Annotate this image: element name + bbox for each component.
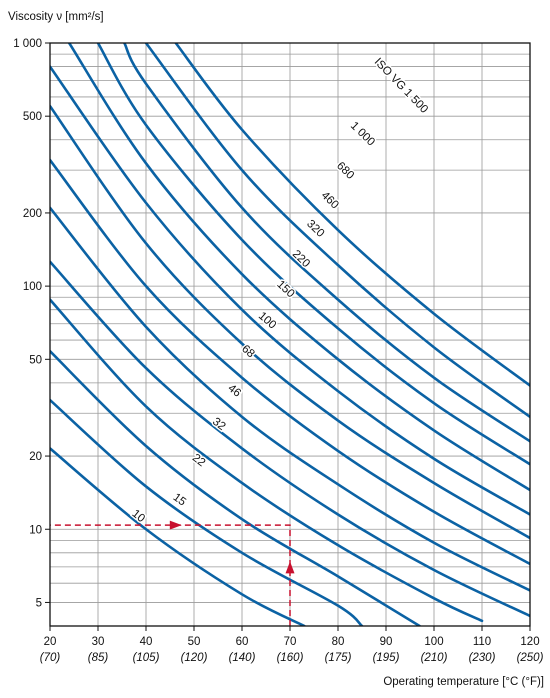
curve-label: 460 [319, 190, 341, 212]
viscosity-curve-22 [50, 349, 421, 626]
y-tick-label: 5 [36, 597, 42, 609]
plot-frame [49, 42, 531, 627]
annotation-arrow-right [169, 520, 182, 530]
y-axis-title: Viscosity ν [mm²/s] [8, 11, 104, 23]
x-tick-label: 100 [424, 636, 443, 648]
viscosity-curve-460 [96, 43, 530, 466]
x-axis-ticks: 20 (70) 30 (85) 40 (105) 50 (120) 60 (140) 70 (160)… [40, 626, 544, 664]
curve-label: 1 000 [348, 120, 377, 149]
curve-label: 220 [290, 248, 312, 270]
x-tick-sublabel: (195) [373, 652, 400, 664]
y-axis-ticks: 5 10 20 50 100 200 500 1 000 [13, 38, 50, 609]
curve-label: 10 [129, 508, 146, 525]
x-tick-label: 40 [140, 636, 153, 648]
x-tick-label: 110 [473, 636, 491, 648]
chart-curves [50, 43, 530, 626]
x-tick-label: 20 [44, 636, 57, 648]
curve-label: 46 [225, 382, 242, 399]
annotation-dashed-line [50, 524, 291, 626]
x-tick-label: 120 [520, 636, 539, 648]
y-tick-label: 10 [29, 524, 42, 536]
curve-label: ISO VG 1 500 [372, 56, 430, 116]
x-tick-sublabel: (85) [88, 652, 109, 664]
viscosity-curve-220 [50, 65, 530, 516]
viscosity-curve-320 [67, 43, 530, 492]
viscosity-curve-68 [50, 206, 530, 592]
viscosity-curve-10 [50, 447, 306, 626]
x-tick-label: 50 [188, 636, 201, 648]
viscosity-curve-100 [50, 158, 530, 566]
y-tick-label: 200 [23, 208, 42, 220]
y-tick-label: 1 000 [13, 38, 42, 50]
viscosity-curve-15 [50, 398, 364, 626]
x-tick-label: 70 [284, 636, 297, 648]
viscosity-curve-1-000 [144, 43, 530, 419]
annotation-arrow-up [285, 561, 295, 574]
viscosity-curve-150 [50, 104, 530, 540]
x-tick-sublabel: (175) [325, 652, 352, 664]
viscosity-curve-680 [123, 43, 530, 443]
x-tick-sublabel: (120) [181, 652, 208, 664]
x-tick-label: 60 [236, 636, 249, 648]
x-tick-sublabel: (70) [40, 652, 61, 664]
operating-point-annotation [50, 520, 295, 626]
x-tick-sublabel: (250) [517, 652, 544, 664]
x-tick-sublabel: (210) [421, 652, 448, 664]
viscosity-curve-46 [50, 260, 530, 618]
x-tick-label: 90 [380, 636, 393, 648]
y-tick-label: 50 [29, 354, 42, 366]
curve-label: 100 [256, 310, 278, 332]
curve-label: 680 [334, 160, 356, 182]
y-tick-label: 100 [23, 281, 42, 293]
viscosity-curve-32 [50, 298, 484, 623]
x-tick-sublabel: (160) [277, 652, 304, 664]
y-tick-label: 500 [23, 111, 42, 123]
viscosity-curve-iso-vg-1-500 [174, 43, 530, 387]
x-tick-label: 80 [332, 636, 345, 648]
x-tick-sublabel: (140) [229, 652, 256, 664]
curve-label: 32 [210, 416, 227, 433]
x-tick-label: 30 [92, 636, 105, 648]
x-tick-sublabel: (230) [469, 652, 496, 664]
x-axis-title: Operating temperature [°C (°F)] [383, 676, 544, 688]
y-tick-label: 20 [29, 451, 42, 463]
x-tick-sublabel: (105) [133, 652, 160, 664]
